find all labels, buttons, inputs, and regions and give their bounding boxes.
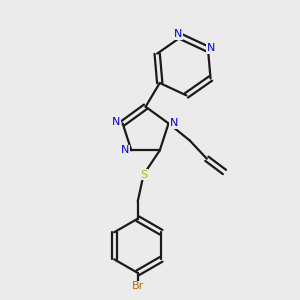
Text: N: N	[170, 118, 178, 128]
Text: N: N	[121, 146, 129, 155]
Text: N: N	[112, 117, 120, 127]
Text: N: N	[207, 43, 215, 53]
Text: Br: Br	[132, 281, 144, 291]
Text: S: S	[140, 169, 147, 179]
Text: N: N	[174, 29, 182, 39]
